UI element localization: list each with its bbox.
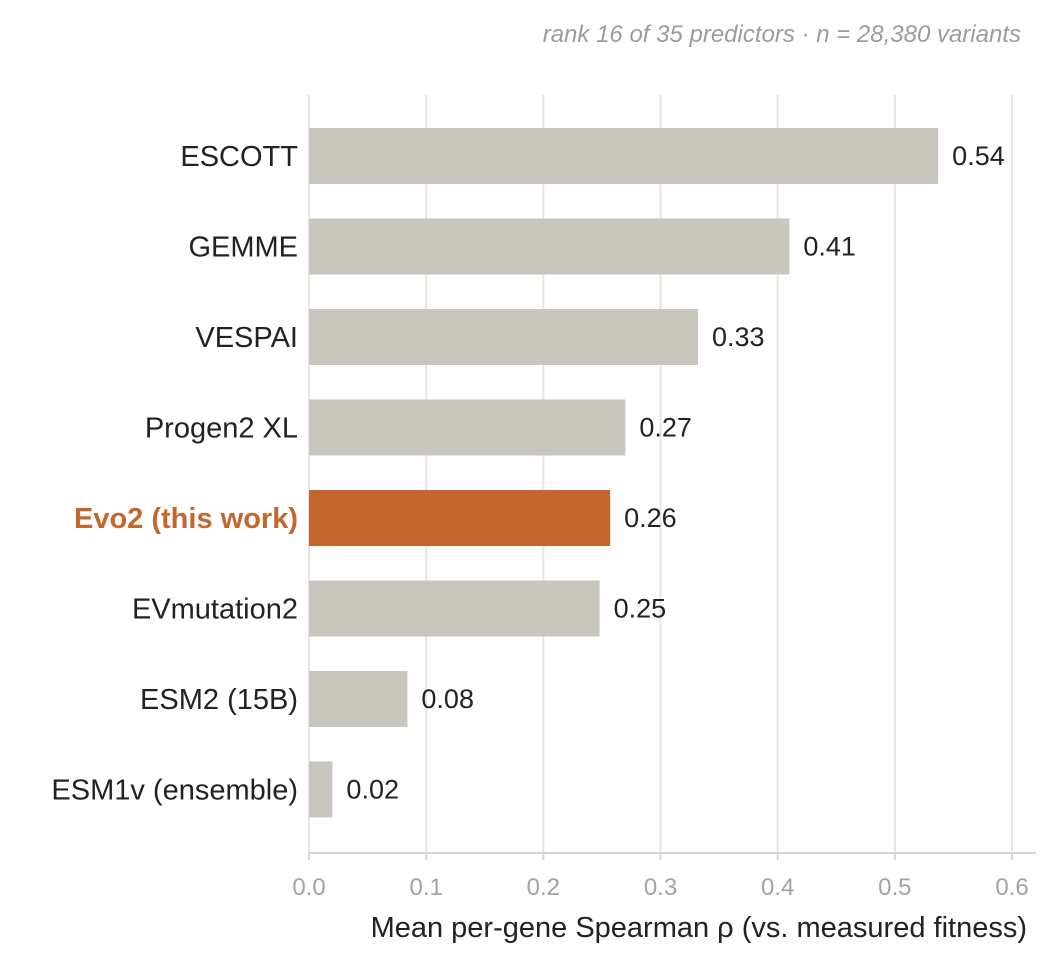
value-label-5: 0.25 bbox=[614, 594, 667, 624]
bar-1 bbox=[309, 218, 790, 275]
bar-7 bbox=[309, 761, 333, 818]
x-axis-title: Mean per-gene Spearman ρ (vs. measured f… bbox=[371, 912, 1027, 944]
x-tick-label-6: 0.6 bbox=[995, 874, 1028, 901]
value-label-6: 0.08 bbox=[421, 684, 474, 714]
x-tick-label-4: 0.4 bbox=[761, 874, 794, 901]
value-labels: 0.54 0.41 0.33 0.27 0.26 0.25 0.08 0.02 bbox=[346, 141, 1004, 805]
x-tick-label-5: 0.5 bbox=[878, 874, 911, 901]
grid-lines bbox=[308, 95, 1013, 853]
category-label-6: ESM2 (15B) bbox=[140, 684, 298, 716]
bar-5 bbox=[309, 580, 600, 637]
category-labels: ESCOTT GEMME VESPAI Progen2 XL Evo2 (this wo… bbox=[51, 141, 298, 807]
category-label-7: ESM1v (ensemble) bbox=[51, 775, 298, 807]
category-label-4: Evo2 (this work) bbox=[74, 503, 298, 535]
value-label-0: 0.54 bbox=[952, 141, 1005, 171]
category-label-5: EVmutation2 bbox=[132, 594, 298, 626]
value-label-4: 0.26 bbox=[624, 503, 677, 533]
x-tick-label-2: 0.2 bbox=[527, 874, 560, 901]
bar-3 bbox=[309, 399, 626, 456]
x-tick-label-1: 0.1 bbox=[409, 874, 442, 901]
category-label-2: VESPAI bbox=[195, 322, 298, 354]
value-label-2: 0.33 bbox=[712, 322, 765, 352]
value-label-1: 0.41 bbox=[803, 232, 856, 262]
x-tick-label-0: 0.0 bbox=[292, 874, 325, 901]
value-label-7: 0.02 bbox=[346, 775, 399, 805]
category-label-3: Progen2 XL bbox=[145, 413, 298, 445]
chart-subtitle: rank 16 of 35 predictors · n = 28,380 va… bbox=[543, 21, 1021, 48]
x-axis: 0.0 0.1 0.2 0.3 0.4 0.5 0.6 bbox=[292, 852, 1036, 901]
bar-4 bbox=[309, 490, 611, 546]
bar-2 bbox=[309, 309, 698, 365]
bar-0 bbox=[309, 128, 939, 184]
bars bbox=[309, 128, 939, 818]
category-label-0: ESCOTT bbox=[180, 141, 298, 173]
value-label-3: 0.27 bbox=[639, 413, 692, 443]
category-label-1: GEMME bbox=[188, 232, 298, 264]
x-tick-label-3: 0.3 bbox=[644, 874, 677, 901]
bar-6 bbox=[309, 671, 408, 727]
